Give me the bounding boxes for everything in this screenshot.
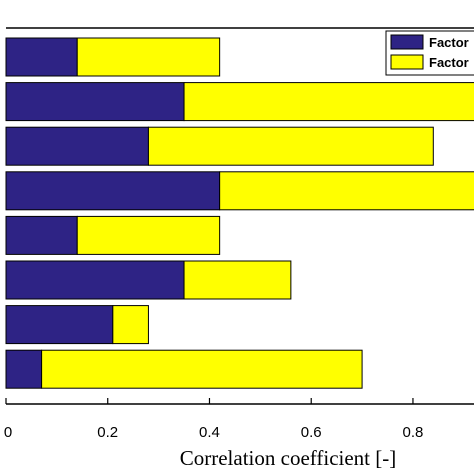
bar-series-1-row-4 <box>5 171 221 211</box>
x-tick-label: 0.4 <box>199 424 220 441</box>
bar-series-2-row-4 <box>219 171 474 211</box>
bar-series-1-row-8 <box>5 349 43 389</box>
bar-series-2-row-8 <box>41 349 363 389</box>
legend-label-series-2: Factor <box>429 55 469 70</box>
x-tick-label: 0.6 <box>301 424 322 441</box>
bar-series-1-row-7 <box>5 305 114 345</box>
bar-series-2-row-5 <box>76 215 221 255</box>
x-axis-title: Correlation coefficient [-] <box>180 446 397 470</box>
bar-series-1-row-3 <box>5 126 149 166</box>
bar-series-2-row-3 <box>147 126 434 166</box>
bar-series-1-row-6 <box>5 260 185 300</box>
axes-layer <box>6 27 474 405</box>
bar-series-1-row-5 <box>5 215 78 255</box>
legend-swatch-series-2 <box>390 54 424 70</box>
bar-series-2-row-2 <box>183 82 474 122</box>
bar-series-1-row-2 <box>5 82 185 122</box>
bar-series-2-row-1 <box>76 37 221 77</box>
legend-swatch-series-1 <box>390 34 424 50</box>
x-tick-label: 0.8 <box>403 424 424 441</box>
bar-series-2-row-6 <box>183 260 292 300</box>
bars-layer <box>5 37 474 389</box>
bar-series-1-row-1 <box>5 37 78 77</box>
legend: Factor Factor <box>385 30 474 76</box>
x-tick-label: 0.2 <box>97 424 118 441</box>
x-ticks: 0 0.2 0.4 0.6 0.8 <box>4 398 424 441</box>
legend-label-series-1: Factor <box>429 35 469 50</box>
bar-series-2-row-7 <box>112 305 149 345</box>
x-tick-label: 0 <box>4 424 12 441</box>
